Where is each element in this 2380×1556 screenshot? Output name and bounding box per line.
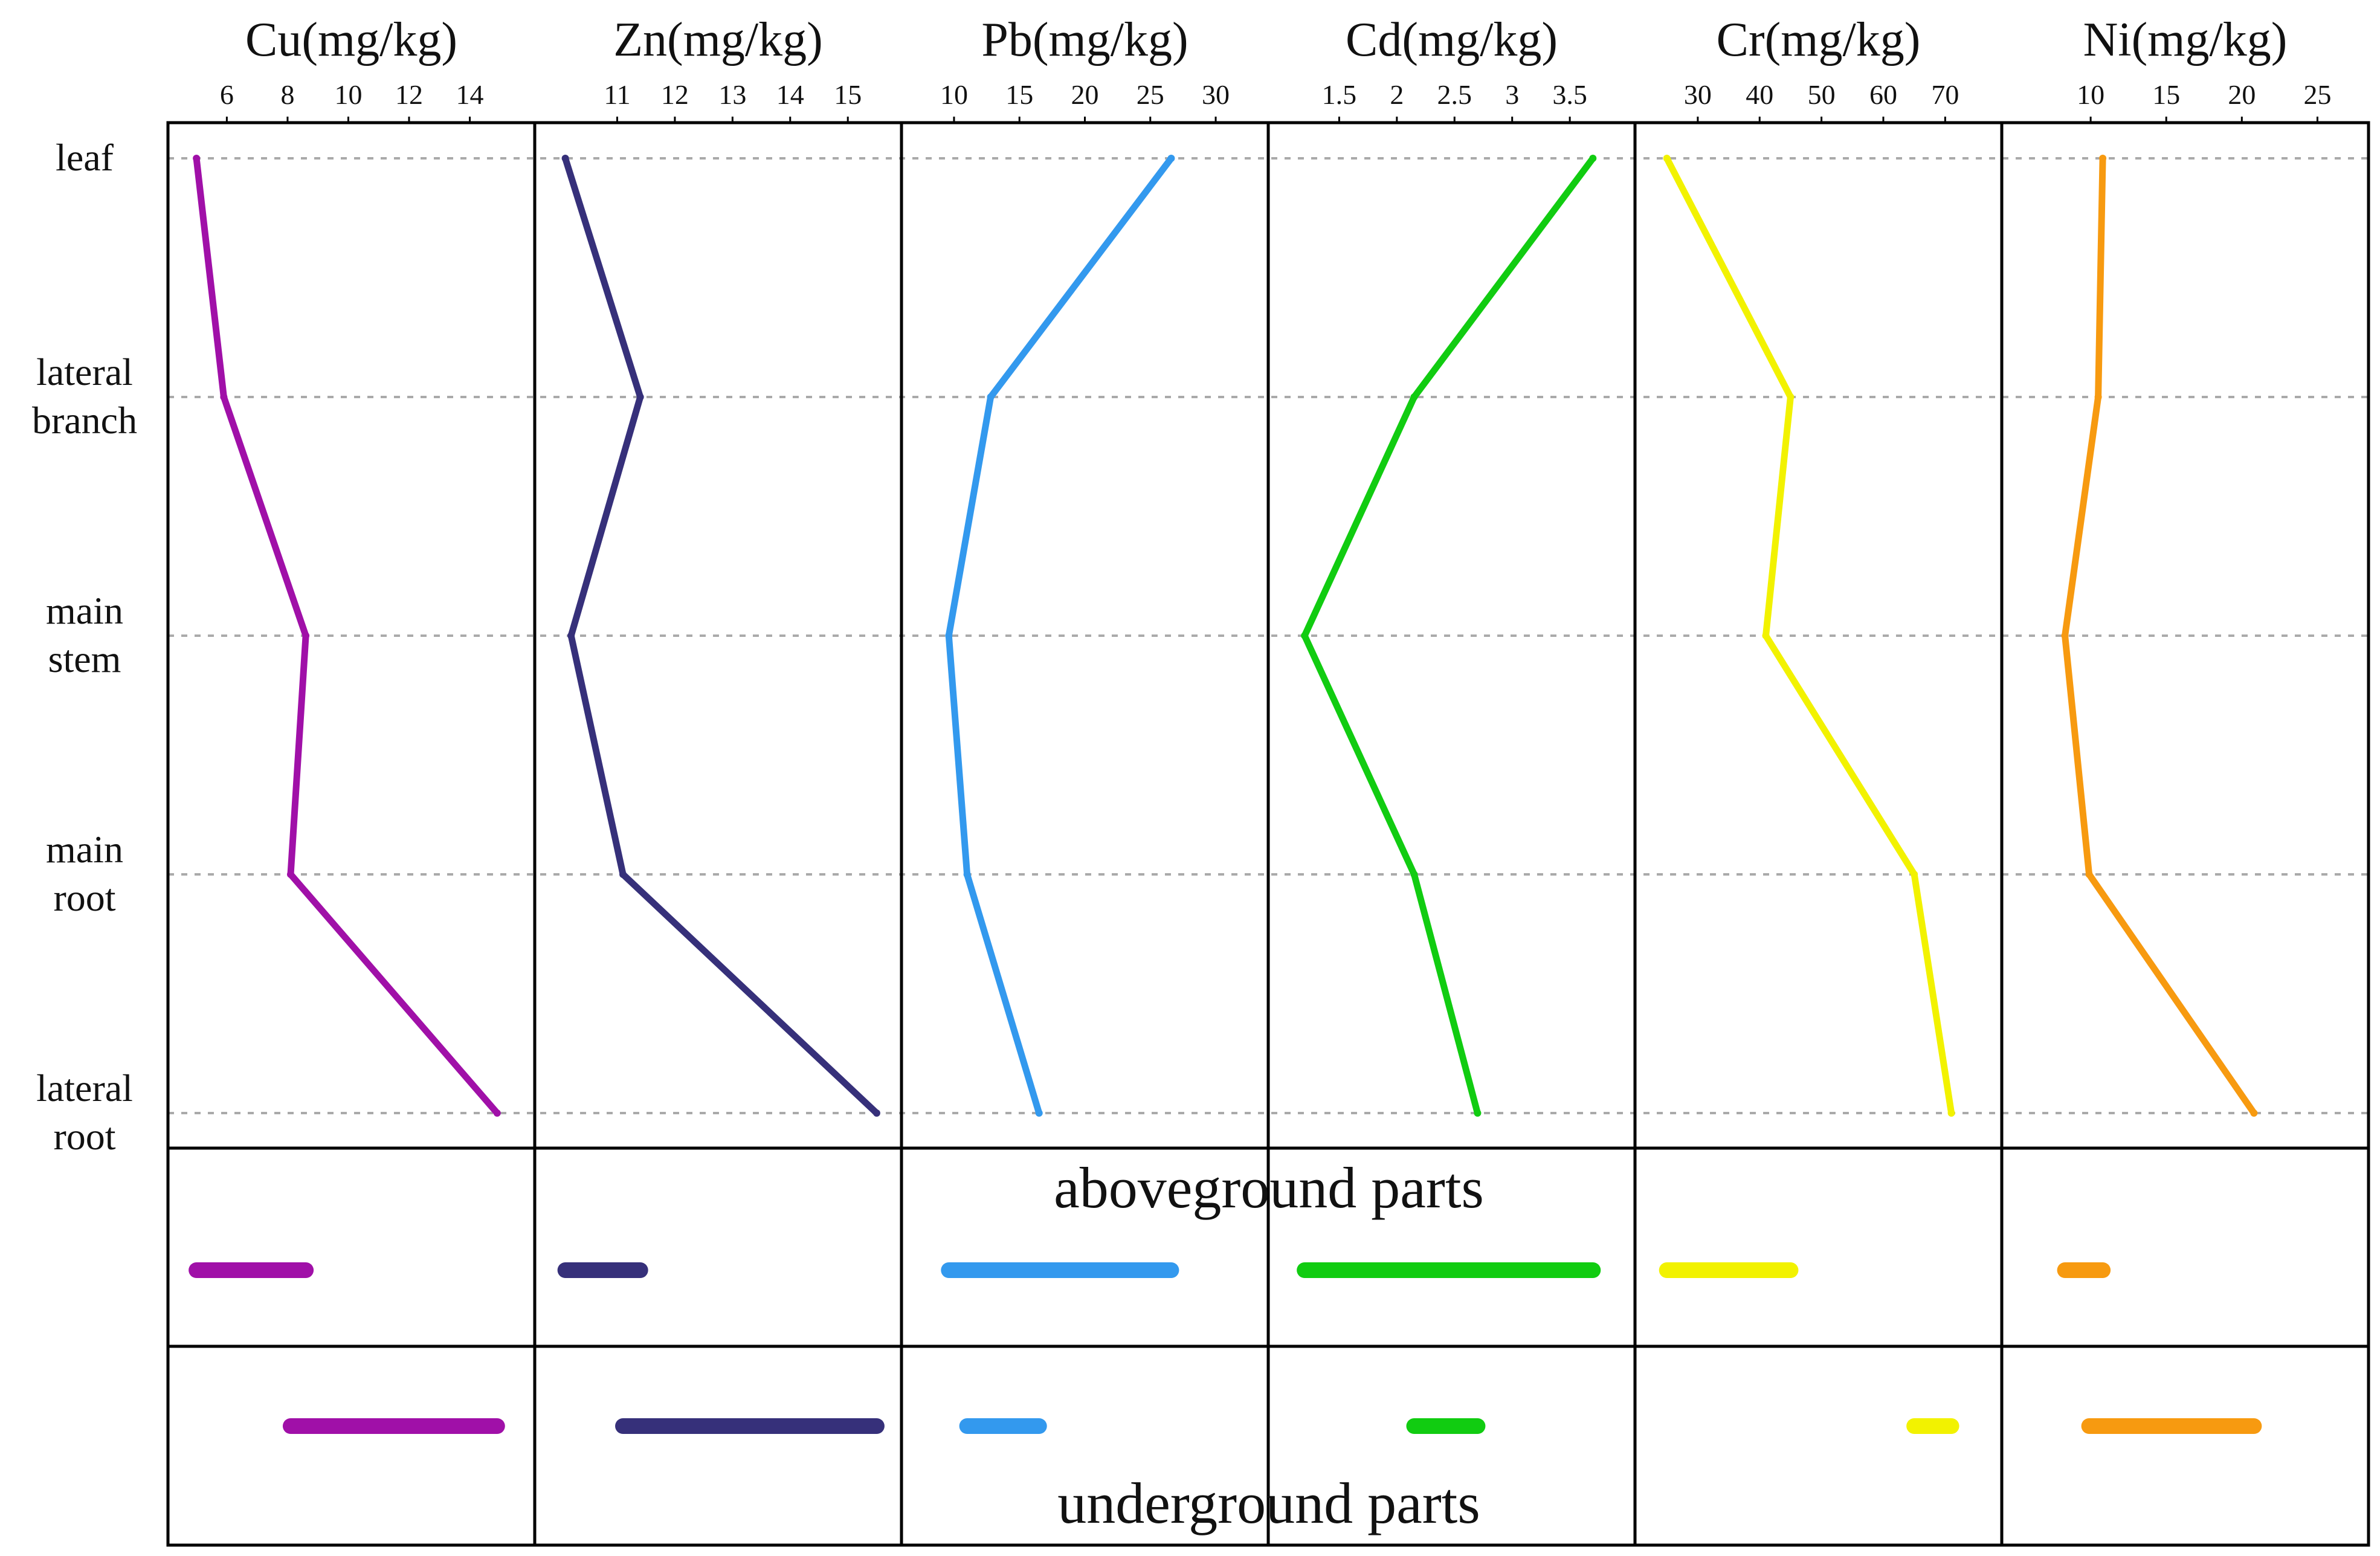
data-point: [567, 632, 575, 639]
x-tick-label: 12: [395, 79, 423, 110]
x-tick-label: 10: [940, 79, 968, 110]
x-tick-label: 14: [776, 79, 804, 110]
x-tick-label: 10: [2077, 79, 2104, 110]
row-label: branch: [32, 399, 137, 442]
data-point: [1035, 1109, 1043, 1117]
data-point: [1762, 632, 1770, 639]
row-label: lateral: [36, 350, 133, 393]
x-tick-label: 40: [1746, 79, 1773, 110]
panel-title: Cr(mg/kg): [1717, 13, 1921, 66]
panel-title: Pb(mg/kg): [981, 13, 1188, 66]
data-point: [1474, 1109, 1482, 1117]
data-point: [872, 1109, 880, 1117]
x-tick-label: 2: [1390, 79, 1404, 110]
x-tick-label: 15: [834, 79, 862, 110]
data-point: [1787, 393, 1795, 401]
x-tick-label: 70: [1931, 79, 1959, 110]
row-label: root: [53, 876, 115, 919]
data-point: [2061, 632, 2069, 639]
row-label: main: [46, 589, 123, 632]
series-layer: [193, 155, 2258, 1117]
data-point: [302, 632, 310, 639]
data-point: [2094, 393, 2102, 401]
text-layer: leaf lateral branch main stem main root lateral…: [32, 13, 2332, 1158]
panel-title: Cu(mg/kg): [245, 13, 457, 66]
data-point: [1301, 632, 1309, 639]
x-tick-label: 12: [661, 79, 689, 110]
data-point: [220, 393, 228, 401]
data-point: [2250, 1109, 2258, 1117]
x-tick-label: 11: [604, 79, 630, 110]
data-point: [493, 1109, 501, 1117]
row-label: leaf: [56, 136, 114, 179]
panel-title: Cd(mg/kg): [1346, 13, 1558, 66]
row-label: root: [53, 1115, 115, 1158]
data-point: [1410, 871, 1418, 878]
x-tick-label: 50: [1808, 79, 1836, 110]
data-point: [963, 871, 971, 878]
x-tick-label: 20: [1071, 79, 1099, 110]
x-tick-label: 3.5: [1552, 79, 1587, 110]
data-point: [1167, 155, 1175, 162]
x-tick-label: 15: [2152, 79, 2180, 110]
data-point: [1911, 871, 1918, 878]
x-tick-label: 30: [1684, 79, 1712, 110]
x-tick-label: 8: [280, 79, 294, 110]
underground-parts-label: underground parts: [1057, 1471, 1480, 1535]
data-point: [619, 871, 627, 878]
x-tick-label: 3: [1505, 79, 1519, 110]
x-tick-label: 30: [1202, 79, 1230, 110]
x-tick-label: 13: [718, 79, 746, 110]
x-tick-label: 10: [334, 79, 362, 110]
data-point: [987, 393, 995, 401]
x-tick-label: 25: [2303, 79, 2331, 110]
x-tick-label: 2.5: [1437, 79, 1472, 110]
data-point: [1663, 155, 1671, 162]
frame-layer: [166, 117, 2370, 1547]
x-tick-label: 15: [1005, 79, 1033, 110]
row-label: stem: [48, 638, 121, 680]
row-label: lateral: [36, 1067, 133, 1109]
x-tick-label: 6: [220, 79, 234, 110]
x-tick-label: 20: [2228, 79, 2256, 110]
data-point: [193, 155, 201, 162]
x-tick-label: 60: [1869, 79, 1897, 110]
data-point: [1589, 155, 1597, 162]
data-point: [2085, 871, 2093, 878]
panel-title: Zn(mg/kg): [613, 13, 823, 66]
x-tick-label: 1.5: [1322, 79, 1357, 110]
aboveground-parts-label: aboveground parts: [1054, 1155, 1484, 1220]
x-tick-label: 25: [1137, 79, 1164, 110]
data-point: [286, 871, 294, 878]
data-point: [1410, 393, 1418, 401]
panel-title: Ni(mg/kg): [2083, 13, 2288, 66]
x-tick-label: 14: [456, 79, 484, 110]
data-point: [945, 632, 953, 639]
data-point: [1947, 1109, 1955, 1117]
range-bar-layer: [189, 1262, 2262, 1434]
data-point: [2099, 155, 2107, 162]
data-point: [561, 155, 569, 162]
row-label: main: [46, 828, 123, 871]
data-point: [636, 393, 644, 401]
